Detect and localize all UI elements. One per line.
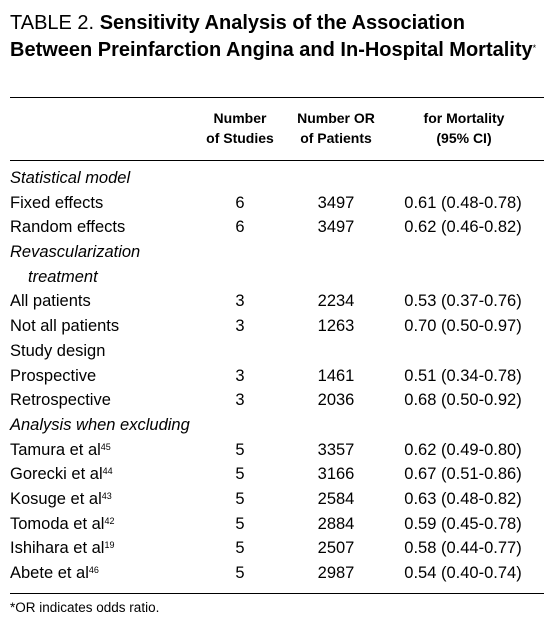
row-label: Kosuge et al43 bbox=[10, 489, 112, 508]
table-row: Tamura et al45 5 3357 0.62 (0.49-0.80) bbox=[0, 438, 549, 463]
cell-patients: 3357 bbox=[317, 440, 355, 459]
row-label: Retrospective bbox=[10, 391, 111, 410]
bottom-rule bbox=[10, 593, 544, 594]
cell-patients: 3166 bbox=[317, 465, 355, 484]
cell-or: 0.54 (0.40-0.74) bbox=[404, 564, 522, 582]
table-row: Tomoda et al42 5 2884 0.59 (0.45-0.78) bbox=[0, 512, 549, 537]
row-label: Random effects bbox=[10, 218, 126, 237]
table-caption: Sensitivity Analysis of the Association … bbox=[10, 12, 533, 61]
table-row: All patients 3 2234 0.53 (0.37-0.76) bbox=[0, 289, 549, 314]
cell-studies: 3 bbox=[235, 366, 245, 385]
row-label: Tomoda et al42 bbox=[10, 514, 115, 533]
row-label: Not all patients bbox=[10, 317, 120, 336]
cell-studies: 5 bbox=[235, 489, 245, 508]
cell-patients: 2987 bbox=[317, 564, 355, 582]
table-row: Not all patients 3 1263 0.70 (0.50-0.97) bbox=[0, 314, 549, 339]
cell-studies: 3 bbox=[235, 317, 245, 336]
reference-number: 44 bbox=[102, 466, 113, 477]
cell-or: 0.51 (0.34-0.78) bbox=[404, 366, 522, 385]
cell-studies: 3 bbox=[235, 292, 245, 311]
section-heading: treatment bbox=[0, 265, 549, 290]
cell-patients: 2884 bbox=[317, 514, 355, 533]
cell-patients: 2234 bbox=[317, 292, 355, 311]
header-number-of-studies: Number of Studies bbox=[206, 110, 274, 146]
cell-or: 0.68 (0.50-0.92) bbox=[404, 391, 522, 410]
top-rule bbox=[10, 97, 544, 98]
table-row: Ishihara et al19 5 2507 0.58 (0.44-0.77) bbox=[0, 536, 549, 561]
cell-or: 0.58 (0.44-0.77) bbox=[404, 539, 522, 558]
row-label: Abete et al46 bbox=[10, 564, 99, 582]
cell-patients: 1263 bbox=[317, 317, 355, 336]
cell-patients: 2507 bbox=[317, 539, 355, 558]
table-row: Fixed effects 6 3497 0.61 (0.48-0.78) bbox=[0, 191, 549, 216]
cell-studies: 3 bbox=[235, 391, 245, 410]
row-label: Fixed effects bbox=[10, 193, 104, 212]
table-row: Gorecki et al44 5 3166 0.67 (0.51-0.86) bbox=[0, 462, 549, 487]
reference-number: 43 bbox=[101, 490, 112, 501]
row-label: Gorecki et al44 bbox=[10, 465, 113, 484]
table-row: Abete et al46 5 2987 0.54 (0.40-0.74) bbox=[0, 561, 549, 586]
cell-or: 0.59 (0.45-0.78) bbox=[404, 514, 522, 533]
table-number: TABLE 2. bbox=[10, 12, 95, 34]
row-label: Prospective bbox=[10, 366, 97, 385]
table-row: Kosuge et al43 5 2584 0.63 (0.48-0.82) bbox=[0, 487, 549, 512]
cell-or: 0.67 (0.51-0.86) bbox=[404, 465, 522, 484]
row-label: Ishihara et al19 bbox=[10, 539, 115, 558]
cell-or: 0.53 (0.37-0.76) bbox=[404, 292, 522, 311]
cell-studies: 5 bbox=[235, 465, 245, 484]
cell-studies: 5 bbox=[235, 440, 245, 459]
row-label: Tamura et al45 bbox=[10, 440, 111, 459]
cell-patients: 2584 bbox=[317, 489, 355, 508]
row-label: Analysis when excluding bbox=[10, 415, 190, 434]
row-label: All patients bbox=[10, 292, 91, 311]
section-heading: Analysis when excluding bbox=[0, 413, 549, 438]
cell-patients: 2036 bbox=[317, 391, 355, 410]
table-row: Retrospective 3 2036 0.68 (0.50-0.92) bbox=[0, 388, 549, 413]
title-footnote-marker: * bbox=[532, 43, 537, 53]
cell-or: 0.70 (0.50-0.97) bbox=[404, 317, 522, 336]
reference-number: 45 bbox=[100, 441, 111, 452]
header-number-of-patients: Number OR of Patients bbox=[297, 110, 375, 146]
row-label: Statistical model bbox=[10, 169, 131, 187]
reference-number: 42 bbox=[104, 515, 115, 526]
cell-or: 0.62 (0.46-0.82) bbox=[404, 218, 522, 237]
table-body: Statistical model Fixed effects 6 3497 0.61 … bbox=[0, 166, 549, 586]
cell-studies: 5 bbox=[235, 564, 245, 582]
cell-patients: 1461 bbox=[317, 366, 355, 385]
cell-or: 0.62 (0.49-0.80) bbox=[404, 440, 522, 459]
reference-number: 46 bbox=[88, 565, 99, 575]
row-label: Revascularization bbox=[10, 243, 141, 262]
table-row: Random effects 6 3497 0.62 (0.46-0.82) bbox=[0, 215, 549, 240]
cell-patients: 3497 bbox=[317, 218, 355, 237]
cell-studies: 5 bbox=[235, 514, 245, 533]
cell-studies: 6 bbox=[235, 218, 245, 237]
cell-or: 0.63 (0.48-0.82) bbox=[404, 489, 522, 508]
row-label: treatment bbox=[28, 267, 98, 286]
cell-or: 0.61 (0.48-0.78) bbox=[404, 193, 522, 212]
table-row: Prospective 3 1461 0.51 (0.34-0.78) bbox=[0, 364, 549, 389]
reference-number: 19 bbox=[104, 540, 115, 551]
section-heading: Statistical model bbox=[0, 166, 549, 191]
header-or-for-mortality: for Mortality (95% CI) bbox=[423, 110, 505, 146]
section-heading: Revascularization bbox=[0, 240, 549, 265]
section-heading: Study design bbox=[0, 339, 549, 364]
row-label: Study design bbox=[10, 341, 106, 360]
footnote: *OR indicates odds ratio. bbox=[10, 600, 160, 615]
cell-studies: 5 bbox=[235, 539, 245, 558]
table-title: TABLE 2. Sensitivity Analysis of the Ass… bbox=[10, 10, 540, 64]
cell-studies: 6 bbox=[235, 193, 245, 212]
cell-patients: 3497 bbox=[317, 193, 355, 212]
header-rule bbox=[10, 160, 544, 161]
